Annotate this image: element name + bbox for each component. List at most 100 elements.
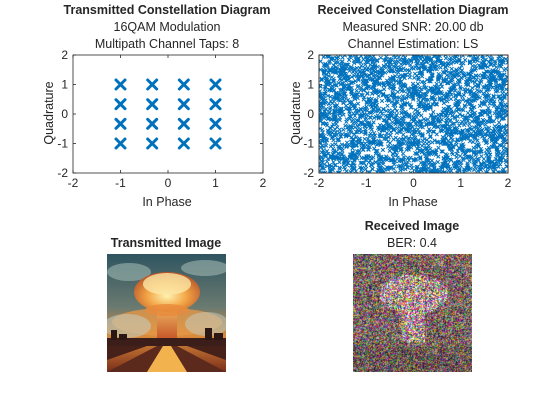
- rx-symbol-point: [416, 97, 421, 103]
- rx-symbol-point: [373, 69, 378, 75]
- rx-symbol-point: [335, 69, 341, 75]
- tx-symbol-point: [146, 78, 159, 91]
- rx-symbol-point: [476, 144, 482, 149]
- rx-symbol-point: [456, 170, 460, 173]
- rx-symbol-point: [334, 132, 339, 138]
- rx-symbol-point: [389, 146, 394, 151]
- rx-symbol-point: [368, 131, 373, 136]
- rx-symbol-point: [319, 107, 323, 112]
- rx-symbol-point: [462, 57, 468, 63]
- rx-symbol-point: [457, 112, 462, 117]
- rx-symbol-point: [434, 84, 439, 90]
- rx-symbol-point: [480, 134, 485, 139]
- rx-symbol-point: [385, 144, 391, 149]
- rx-symbol-point: [333, 114, 338, 119]
- rx-symbol-point: [390, 68, 395, 73]
- rx-symbol-point: [476, 115, 481, 120]
- rx-symbol-point: [343, 78, 349, 84]
- rx-symbol-point: [394, 78, 399, 84]
- rx-symbol-point: [349, 125, 355, 130]
- rx-symbol-point: [448, 135, 454, 141]
- rx-symbol-point: [488, 60, 493, 65]
- rx-symbol-point: [387, 65, 392, 70]
- rx-symbol-point: [498, 64, 504, 69]
- rx-symbol-point: [431, 95, 436, 100]
- rx-symbol-point: [452, 103, 458, 108]
- rx-symbol-point: [359, 145, 364, 150]
- rx-xtick-label: 2: [505, 176, 512, 190]
- rx-symbol-point: [343, 103, 349, 108]
- rx-symbol-point: [325, 93, 331, 98]
- rx-symbol-point: [472, 164, 478, 170]
- rx-symbol-point: [382, 57, 387, 63]
- rx-symbol-point: [372, 85, 377, 90]
- rx-symbol-point: [488, 55, 493, 58]
- rx-symbol-point: [374, 88, 379, 93]
- rx-symbol-point: [452, 125, 457, 131]
- rx-symbol-point: [499, 143, 504, 148]
- rx-symbol-point: [436, 140, 441, 145]
- rx-symbol-point: [412, 111, 417, 117]
- rx-symbol-point: [457, 123, 462, 128]
- rx-symbol-point: [432, 120, 437, 125]
- rx-symbol-point: [402, 75, 407, 81]
- rx-symbol-point: [385, 103, 390, 108]
- rx-symbol-point: [396, 80, 401, 86]
- rx-symbol-point: [500, 168, 506, 173]
- rx-symbol-point: [347, 68, 352, 74]
- rx-symbol-point: [448, 141, 454, 146]
- rx-symbol-point: [388, 68, 394, 73]
- rx-symbol-point: [376, 152, 381, 157]
- rx-symbol-point: [342, 95, 347, 100]
- rx-symbol-point: [477, 95, 482, 100]
- rx-symbol-point: [328, 129, 334, 134]
- rx-symbol-point: [452, 114, 457, 119]
- rx-symbol-point: [493, 78, 499, 84]
- rx-symbol-point: [391, 127, 397, 133]
- rx-symbol-point: [349, 74, 354, 79]
- rx-symbol-point: [354, 149, 360, 154]
- rx-symbol-point: [337, 76, 343, 81]
- rx-symbol-point: [462, 122, 467, 128]
- rx-symbol-point: [455, 119, 460, 124]
- rx-symbol-point: [410, 140, 416, 146]
- rx-symbol-point: [358, 60, 364, 65]
- rx-symbol-point: [401, 136, 406, 141]
- rx-symbol-point: [330, 56, 336, 61]
- rx-symbol-point: [363, 167, 368, 172]
- rx-symbol-point: [348, 139, 354, 145]
- rx-symbol-point: [371, 130, 377, 136]
- tx-symbol-point: [146, 117, 159, 130]
- rx-symbol-point: [492, 131, 498, 136]
- rx-symbol-point: [361, 97, 366, 102]
- rx-symbol-point: [419, 113, 424, 118]
- rx-symbol-point: [346, 57, 352, 63]
- rx-symbol-point: [427, 121, 432, 126]
- rx-symbol-point: [342, 157, 347, 163]
- rx-symbol-point: [382, 118, 387, 123]
- rx-symbol-point: [373, 149, 379, 154]
- rx-symbol-point: [376, 93, 381, 99]
- rx-symbol-point: [413, 135, 418, 140]
- rx-symbol-point: [491, 144, 496, 150]
- rx-symbol-point: [460, 148, 465, 153]
- rx-symbol-point: [476, 128, 482, 133]
- rx-symbol-point: [456, 81, 461, 87]
- rx-xtick-label: -2: [314, 176, 325, 190]
- rx-symbol-point: [454, 154, 459, 160]
- rx-symbol-point: [354, 118, 359, 123]
- rx-symbol-point: [432, 63, 437, 68]
- rx-symbol-point: [389, 99, 395, 104]
- rx-symbol-point: [356, 59, 361, 64]
- rx-ytick-label: -1: [303, 137, 314, 151]
- rx-symbol-point: [372, 80, 377, 85]
- rx-symbol-point: [445, 80, 450, 86]
- rx-symbol-point: [364, 86, 369, 91]
- tx-symbol-point: [146, 98, 159, 111]
- rx-symbol-point: [496, 105, 501, 110]
- rx-symbol-point: [481, 85, 486, 90]
- rx-symbol-point: [366, 76, 372, 81]
- rx-symbol-point: [483, 163, 488, 168]
- rx-symbol-point: [368, 170, 373, 173]
- rx-symbol-point: [472, 161, 477, 166]
